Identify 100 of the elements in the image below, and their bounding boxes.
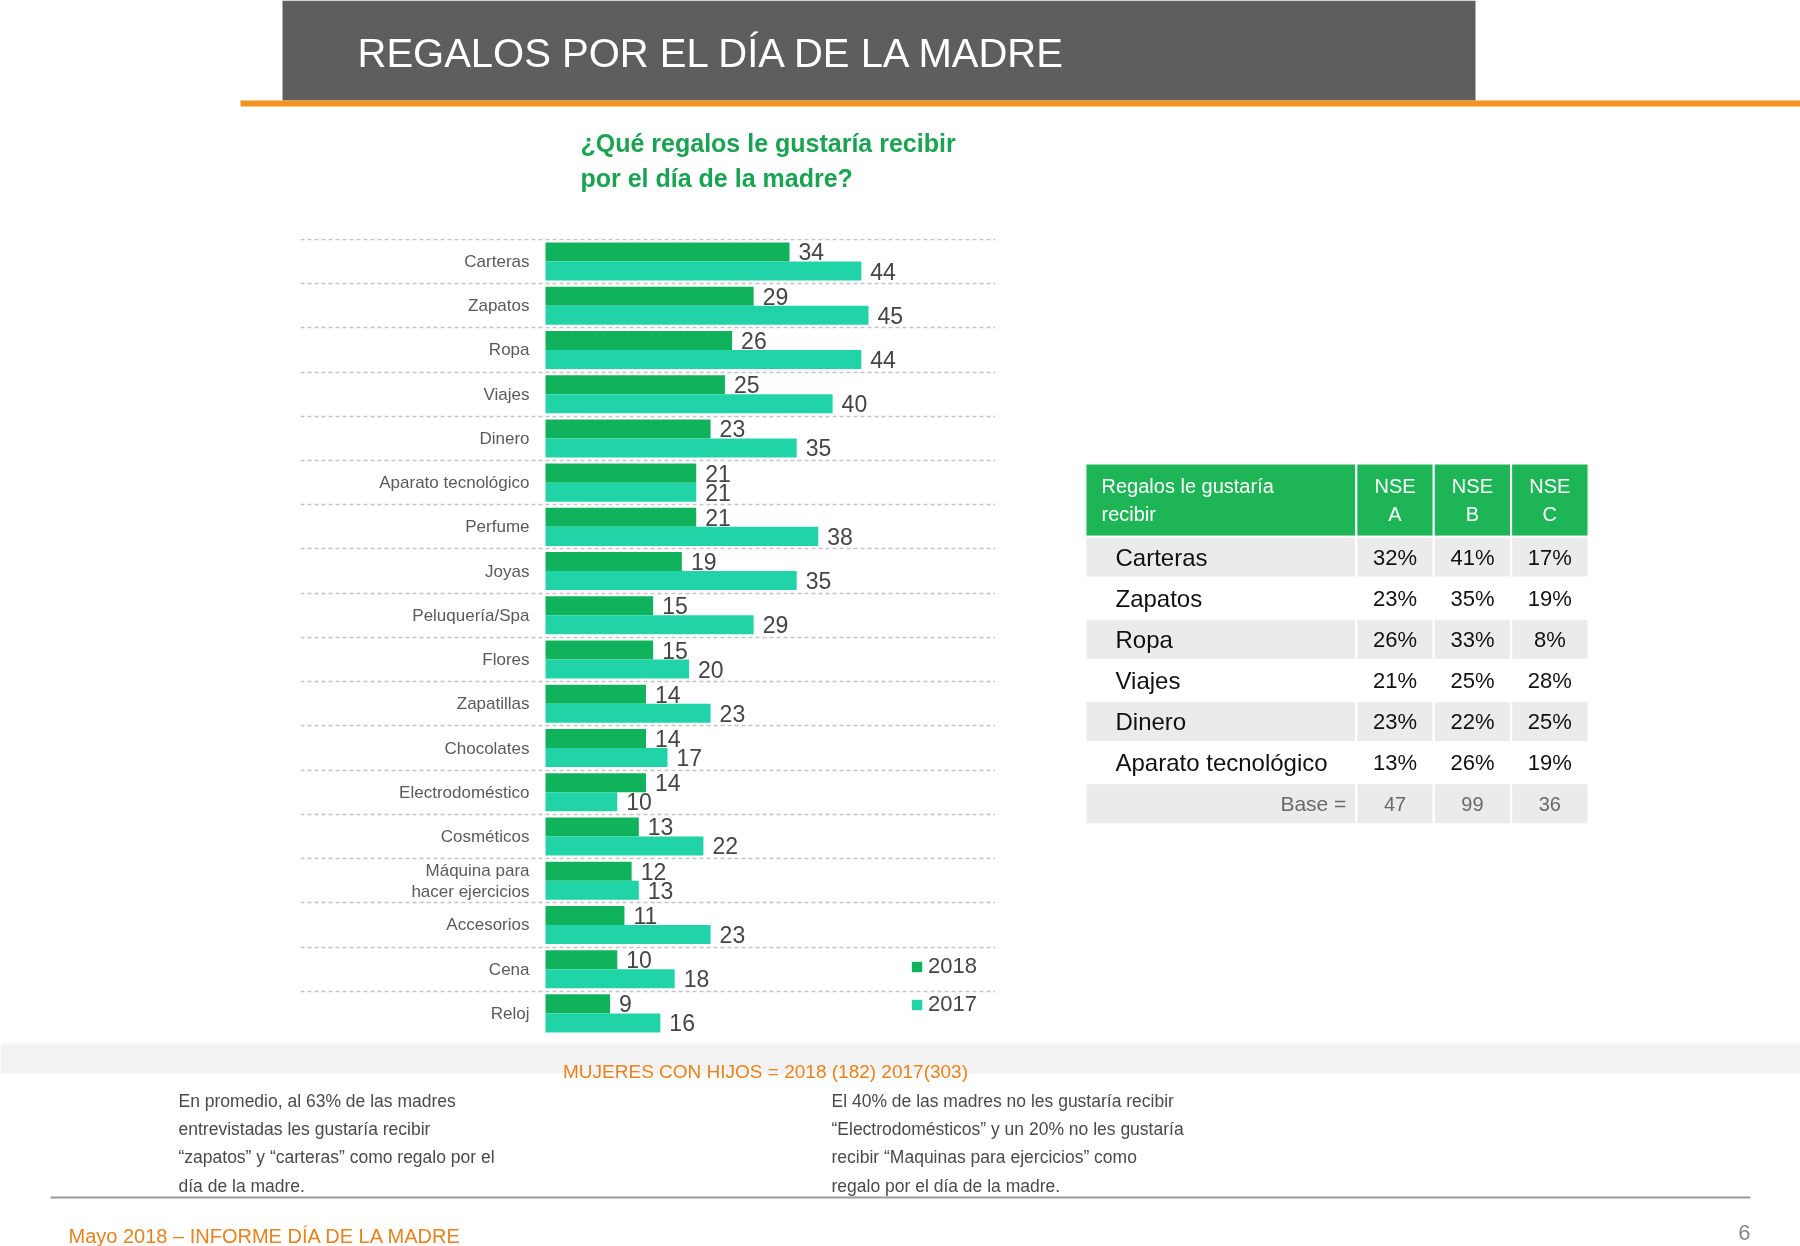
bar: [545, 261, 862, 281]
y-tick-label: Carteras: [464, 252, 530, 271]
data-label: 19%: [1527, 585, 1572, 611]
data-label: 40: [841, 391, 868, 418]
data-label: 23: [719, 700, 746, 727]
text: 6: [1738, 1219, 1751, 1245]
y-tick-label: Máquina para hacer ejercicios: [411, 860, 531, 901]
bar: [545, 924, 711, 944]
bar: [545, 552, 682, 572]
bar: [545, 375, 725, 395]
bar: [545, 729, 646, 749]
data-label: 11: [633, 902, 658, 929]
data-label: 35: [805, 435, 832, 462]
data-label: 26%: [1450, 750, 1495, 776]
data-label: 19: [690, 549, 717, 576]
text: El 40% de las madres no les gustaría recibir “Electrodomésticos” y un 20% no les gustaría recibir “Maquinas para ejercicios” como regalo por el día de la madre.: [831, 1090, 1184, 1196]
bar: [545, 659, 690, 679]
data-label: 23: [719, 416, 746, 443]
y-tick-label: Perfume: [465, 517, 530, 537]
bar: [545, 880, 639, 900]
data-label: 25%: [1450, 668, 1495, 694]
bar: [545, 349, 862, 369]
data-label: 13%: [1373, 750, 1418, 776]
y-tick-label: Chocolates: [444, 738, 530, 758]
bar: [545, 905, 625, 925]
data-label: 33%: [1450, 626, 1495, 652]
bar: [545, 305, 869, 325]
data-label: 15: [662, 637, 688, 664]
data-label: 14: [654, 770, 681, 797]
bar: [545, 286, 754, 306]
data-label: 26%: [1373, 626, 1418, 652]
y-tick-label: Flores: [482, 650, 530, 670]
y-tick-label: Dinero: [1115, 708, 1187, 736]
data-label: 21%: [1373, 668, 1418, 694]
data-label: 25: [733, 372, 760, 399]
data-label: 8%: [1533, 626, 1566, 652]
y-tick-label: Electrodoméstico: [399, 782, 530, 802]
bar: [545, 773, 646, 793]
data-label: 18: [683, 966, 710, 993]
y-tick-label: Joyas: [485, 561, 530, 581]
text: Mayo 2018 – INFORME DÍA DE LA MADRE: [68, 1224, 460, 1246]
data-label: 41%: [1450, 544, 1495, 570]
data-label: 34: [798, 239, 825, 266]
data-label: 25%: [1527, 709, 1572, 735]
bar: [545, 438, 797, 458]
legend-label: 2018: [928, 953, 977, 979]
y-tick-label: Cosméticos: [440, 826, 530, 846]
data-label: 29: [762, 612, 789, 639]
bar: [545, 684, 646, 704]
bar: [545, 482, 697, 502]
data-label: 21: [705, 504, 731, 531]
x-tick-label: NSE B: [1451, 474, 1493, 526]
bar: [545, 526, 819, 546]
x-tick-label: NSE C: [1529, 474, 1571, 526]
data-label: 99: [1461, 792, 1484, 815]
bar: [545, 703, 711, 723]
y-tick-label: Reloj: [490, 1003, 530, 1023]
data-label: 20: [698, 656, 724, 683]
bar: [545, 969, 675, 989]
y-tick-label: Aparato tecnológico: [379, 473, 530, 493]
bar: [545, 861, 632, 881]
data-label: 47: [1383, 792, 1407, 815]
bar: [545, 507, 697, 527]
data-label: 23%: [1373, 709, 1418, 735]
data-label: 23%: [1373, 585, 1418, 611]
data-label: 29: [762, 283, 789, 310]
chart-title: REGALOS POR EL DÍA DE LA MADRE: [357, 30, 1063, 75]
y-tick-label: Zapatos: [1115, 584, 1203, 612]
y-tick-label: Accesorios: [446, 915, 530, 935]
data-label: 22%: [1450, 709, 1495, 735]
data-label: 35: [805, 568, 832, 595]
bar: [545, 1013, 661, 1033]
y-tick-label: Viajes: [1115, 667, 1181, 695]
bar: [545, 330, 733, 350]
data-label: 36: [1538, 792, 1561, 815]
bar: [545, 950, 618, 970]
data-label: 23: [719, 921, 746, 948]
bar: [545, 640, 654, 660]
y-tick-label: Base =: [1280, 792, 1347, 816]
data-label: 17%: [1527, 544, 1572, 570]
y-tick-label: Ropa: [488, 340, 531, 360]
data-label: 45: [877, 302, 904, 329]
bar: [545, 571, 797, 591]
bar: [545, 242, 790, 262]
data-label: 22: [712, 833, 738, 860]
bar: [545, 836, 704, 856]
y-tick-label: Carteras: [1115, 543, 1208, 571]
data-label: 16: [669, 1010, 695, 1037]
data-label: 28%: [1527, 668, 1572, 694]
y-tick-label: Viajes: [483, 384, 530, 404]
data-label: 15: [662, 593, 688, 620]
data-label: 19%: [1527, 750, 1572, 776]
y-tick-label: Peluquería/Spa: [412, 605, 531, 625]
y-tick-label: Aparato tecnológico: [1115, 749, 1328, 777]
data-label: 13: [647, 814, 674, 841]
bar: [545, 596, 654, 616]
data-label: 14: [654, 681, 681, 708]
data-label: 44: [870, 258, 897, 285]
bar: [545, 994, 611, 1014]
y-tick-label: Cena: [488, 959, 531, 979]
